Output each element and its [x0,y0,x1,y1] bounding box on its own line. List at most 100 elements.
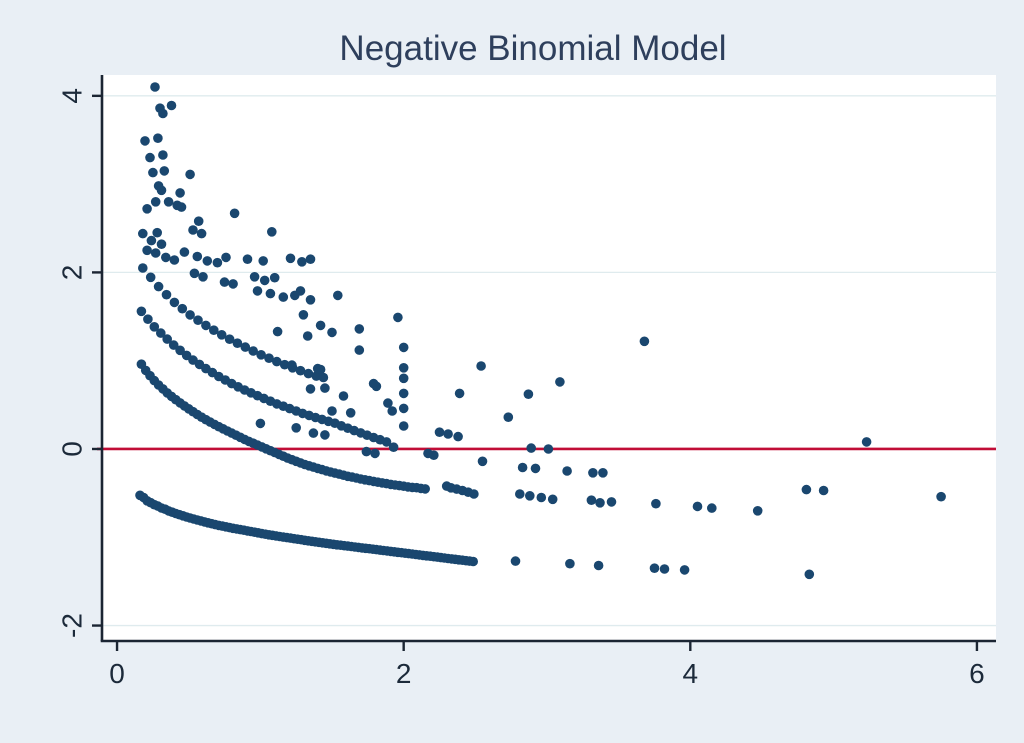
scatter-point [192,251,203,262]
scatter-point [228,279,238,289]
scatter-point [659,564,670,574]
scatter-point [547,494,558,505]
scatter-point [361,446,372,457]
scatter-point [345,408,356,418]
scatter-point [354,345,365,355]
scatter-point [606,497,617,507]
scatter-point [525,491,535,501]
scatter-point [176,202,187,212]
scatter-point [387,406,398,416]
scatter-point [159,166,170,176]
scatter-point [398,342,409,353]
scatter-point [398,403,409,414]
scatter-point [279,359,290,370]
scatter-point [185,169,195,180]
scatter-point [312,363,323,374]
scatter-point [320,383,330,393]
scatter-point [297,257,307,267]
scatter-point [370,448,380,459]
scatter-point [201,320,211,331]
scatter-point [679,565,690,575]
scatter-point [256,350,266,360]
scatter-point [861,437,872,447]
scatter-point [429,450,439,461]
scatter-point [142,245,152,256]
scatter-point [315,320,326,331]
scatter-point [219,277,230,287]
scatter-point [639,336,650,347]
scatter-point [278,292,289,302]
scatter-point [420,484,431,494]
scatter-point [318,372,329,383]
scatter-point [267,227,277,237]
scatter-point [454,388,465,399]
scatter-point [565,558,575,569]
scatter-point [338,391,349,401]
scatter-point [138,263,148,273]
scatter-point [185,310,195,320]
scatter-point [536,492,547,503]
scatter-point [398,421,409,431]
scatter-point [530,463,541,474]
scatter-point [305,254,316,264]
x-tick-label: 4 [683,658,699,689]
scatter-point [209,325,219,336]
scatter-point [272,356,282,367]
scatter-point [221,252,231,263]
scatter-point [543,444,554,454]
scatter-point [188,225,198,235]
scatter-point [707,503,717,513]
scatter-point [468,556,479,567]
scatter-point [586,495,597,506]
scatter-point [216,330,227,340]
scatter-point [258,256,269,266]
scatter-point [156,328,166,338]
scatter-point [333,290,343,301]
scatter-point [469,489,479,499]
scatter-point [177,303,188,314]
scatter-point [242,254,253,264]
scatter-point [295,365,306,376]
scatter-point [398,373,409,384]
scatter-point [393,312,403,323]
scatter-point [153,281,164,292]
scatter-point [598,468,608,478]
scatter-point [593,560,604,571]
scatter-point [692,501,703,512]
scatter-point [291,423,302,433]
scatter-point [517,462,528,473]
scatter-point [145,152,155,163]
scatter-point [298,310,309,320]
scatter-point [179,247,190,257]
chart-title: Negative Binomial Model [339,29,726,68]
plot-area [102,75,996,641]
scatter-point [169,297,180,308]
scatter-point [523,389,534,400]
scatter-point [193,216,204,226]
y-tick-label: 4 [56,88,87,104]
scatter-point [145,272,156,283]
scatter-point [398,388,409,399]
scatter-point [196,228,207,239]
scatter-point [168,340,179,350]
y-tick-label: -2 [56,613,87,638]
scatter-point [327,327,337,338]
y-tick-label: 0 [56,441,87,457]
scatter-point [477,456,488,467]
scatter-point [936,491,946,502]
scatter-point [381,437,392,447]
scatter-point [150,197,161,207]
scatter-point [305,295,316,305]
scatter-point [287,360,297,370]
scatter-point [229,208,240,219]
scatter-point [453,431,463,442]
scatter-point [804,569,815,580]
scatter-point [156,185,167,196]
scatter-point [562,466,572,476]
scatter-point [156,239,167,249]
scatter-point [166,100,177,111]
y-tick-label: 2 [56,265,87,281]
scatter-point [595,498,605,508]
scatter-point [327,406,337,416]
scatter-point [264,353,274,364]
